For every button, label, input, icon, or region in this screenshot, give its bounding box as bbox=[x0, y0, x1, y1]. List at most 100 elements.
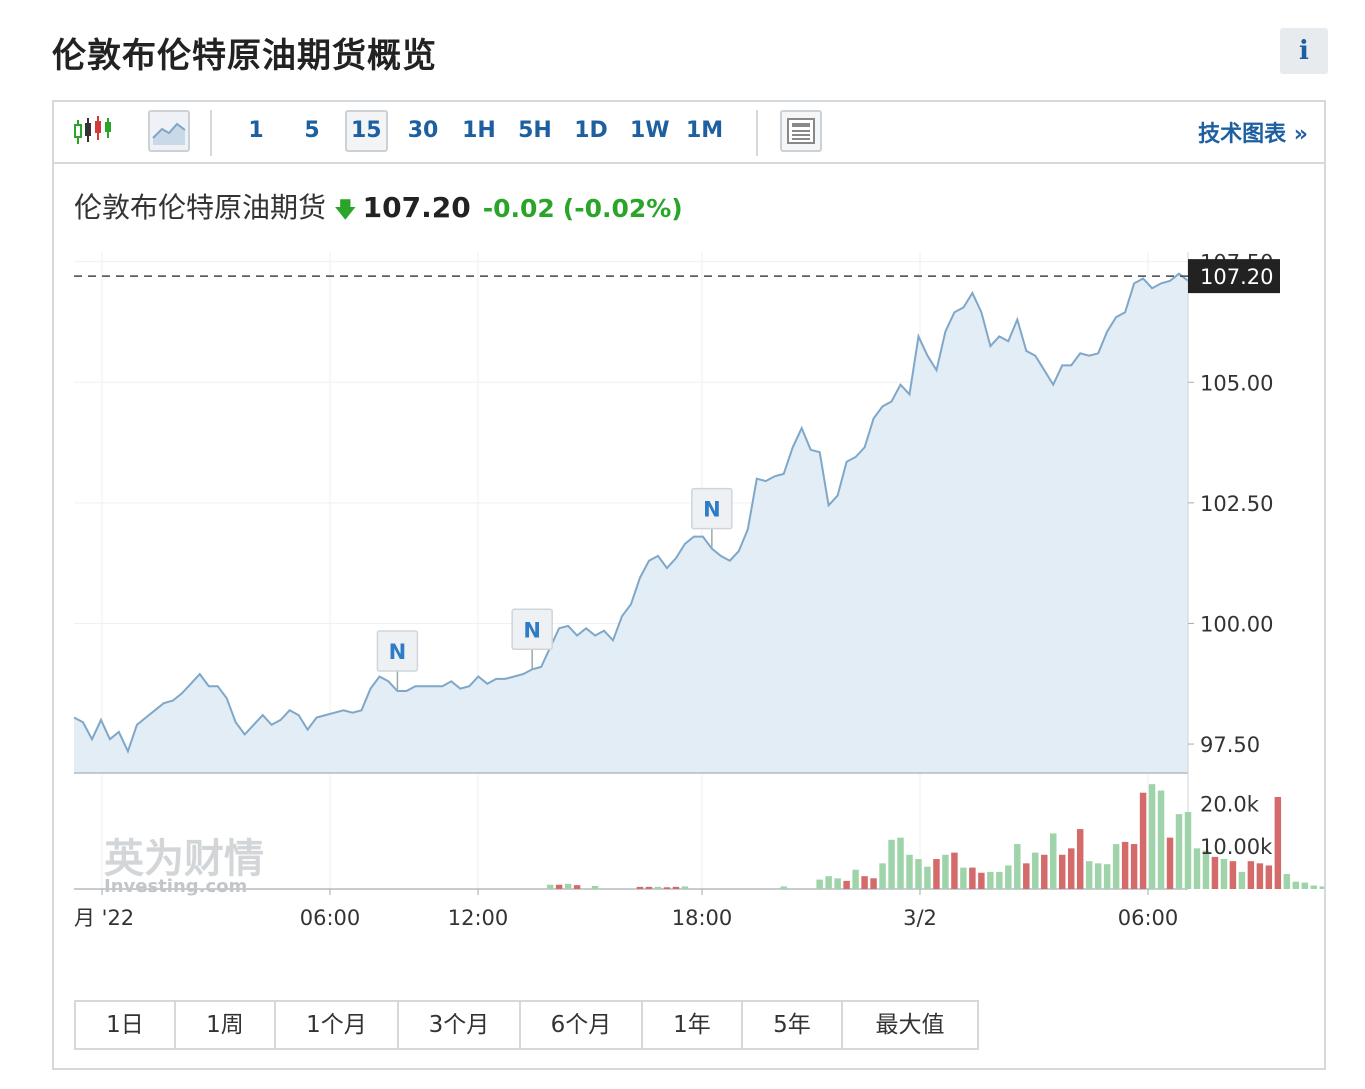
timeframe-30[interactable]: 30 bbox=[407, 118, 439, 143]
price-change-percent: (-0.02%) bbox=[562, 194, 683, 223]
range-max-button[interactable]: 最大值 bbox=[875, 1012, 945, 1038]
timeframe-1h[interactable]: 1H bbox=[462, 118, 496, 143]
volume-bar bbox=[924, 866, 931, 889]
volume-bar bbox=[591, 886, 599, 889]
news-marker-icon bbox=[376, 630, 419, 672]
volume-bar bbox=[654, 886, 662, 889]
volume-bar bbox=[1319, 886, 1324, 889]
volume-bar bbox=[933, 859, 940, 889]
volume-bar bbox=[681, 886, 689, 889]
volume-bar bbox=[1032, 852, 1039, 889]
volume-bar bbox=[915, 859, 922, 889]
info-button[interactable]: i bbox=[1280, 28, 1328, 74]
price-area bbox=[74, 273, 1188, 773]
range-5y-button[interactable]: 5年 bbox=[743, 1002, 843, 1048]
volume-bar bbox=[906, 854, 913, 889]
volume-bar bbox=[780, 886, 787, 889]
news-marker-icon bbox=[691, 487, 733, 530]
volume-bar bbox=[1301, 882, 1309, 889]
timeframe-1[interactable]: 1 bbox=[248, 118, 264, 143]
last-price: 107.20 bbox=[362, 191, 471, 224]
volume-bar bbox=[969, 867, 976, 889]
timeframe-5[interactable]: 5 bbox=[304, 118, 320, 143]
chart-toolbar: 1 5 15 30 1H 5H 1D 1W 1M 技术图表 » bbox=[54, 102, 1324, 164]
volume-bar bbox=[843, 880, 850, 889]
timeframe-1w[interactable]: 1W bbox=[630, 118, 670, 143]
watermark-logo-en: Investing.com bbox=[104, 876, 247, 897]
area-chart-icon[interactable] bbox=[148, 110, 190, 152]
volume-bar bbox=[996, 871, 1003, 889]
volume-bar bbox=[1220, 859, 1228, 889]
x-tick-label: 月 '22 bbox=[74, 906, 134, 930]
last-price-badge bbox=[1188, 259, 1280, 294]
volume-bar bbox=[888, 839, 895, 889]
timeframe-5h[interactable]: 5H bbox=[518, 118, 552, 143]
volume-bar bbox=[1050, 833, 1057, 889]
timeframe-1d[interactable]: 1D bbox=[574, 118, 608, 143]
volume-bar bbox=[1283, 874, 1291, 889]
volume-bar bbox=[1076, 829, 1084, 889]
volume-bar bbox=[951, 852, 958, 889]
volume-bar bbox=[1184, 811, 1192, 889]
volume-bar bbox=[1310, 885, 1318, 889]
quote-header: 伦敦布伦特原油期货 🡇 107.20 -0.02 (-0.02%) bbox=[74, 186, 683, 231]
range-selector: 1日 1周 1个月 3个月 6个月 1年 5年 最大值 bbox=[74, 1000, 979, 1050]
volume-bar bbox=[825, 876, 832, 889]
range-1w-button[interactable]: 1周 bbox=[176, 1002, 276, 1048]
candlestick-chart-icon[interactable] bbox=[72, 110, 114, 152]
range-6m-button[interactable]: 6个月 bbox=[521, 1002, 643, 1048]
watermark-logo-cn: 英为财情 bbox=[104, 836, 264, 882]
y-tick-label: 105.00 bbox=[1200, 371, 1273, 395]
volume-bar bbox=[960, 867, 967, 889]
range-1y-button[interactable]: 1年 bbox=[643, 1002, 743, 1048]
volume-bar bbox=[1148, 784, 1156, 889]
range-1d-button[interactable]: 1日 bbox=[76, 1002, 176, 1048]
price-change: -0.02 bbox=[482, 194, 555, 223]
volume-bar bbox=[1005, 865, 1012, 889]
news-marker-label: N bbox=[703, 498, 721, 522]
y-tick-label: 102.50 bbox=[1200, 492, 1273, 516]
timeframe-1m[interactable]: 1M bbox=[686, 118, 724, 143]
toolbar-divider bbox=[210, 110, 212, 156]
volume-bar bbox=[1121, 841, 1129, 889]
volume-bar bbox=[987, 871, 994, 889]
volume-bar bbox=[1067, 848, 1075, 889]
volume-bar bbox=[1292, 881, 1300, 889]
volume-tick-label: 20.0k bbox=[1200, 792, 1260, 816]
volume-bar bbox=[1023, 863, 1030, 889]
news-toggle-icon[interactable] bbox=[780, 110, 822, 152]
timeframe-15[interactable]: 15 bbox=[345, 110, 388, 152]
chart-canvas: 107.50105.00102.50100.0097.50107.20NNN英为… bbox=[73, 251, 1324, 930]
volume-bar bbox=[1157, 790, 1165, 889]
volume-tick-label: 10.00k bbox=[1200, 835, 1273, 859]
volume-bar bbox=[879, 863, 886, 889]
x-tick-label: 3/2 bbox=[903, 906, 937, 930]
technical-chart-link[interactable]: 技术图表 » bbox=[1198, 122, 1308, 147]
range-3m-button[interactable]: 3个月 bbox=[399, 1002, 521, 1048]
y-tick-label: 100.00 bbox=[1200, 612, 1273, 636]
volume-bar bbox=[978, 872, 985, 889]
page-title: 伦敦布伦特原油期货概览 bbox=[52, 36, 437, 76]
volume-bar bbox=[1274, 796, 1282, 889]
volume-bar bbox=[672, 886, 680, 889]
volume-bar bbox=[897, 837, 904, 889]
volume-bar bbox=[1130, 844, 1138, 889]
volume-bar bbox=[663, 887, 671, 889]
volume-bar bbox=[870, 878, 877, 889]
range-1m-button[interactable]: 1个月 bbox=[276, 1002, 399, 1048]
volume-bar bbox=[1166, 837, 1174, 889]
x-tick-label: 06:00 bbox=[300, 906, 361, 930]
volume-bar bbox=[573, 885, 581, 889]
volume-bar bbox=[816, 879, 823, 889]
price-line bbox=[73, 272, 1189, 754]
x-tick-label: 06:00 bbox=[1118, 906, 1179, 930]
volume-bar bbox=[1041, 854, 1048, 889]
toolbar-divider bbox=[756, 110, 758, 156]
volume-bar bbox=[852, 869, 859, 889]
instrument-name: 伦敦布伦特原油期货 bbox=[74, 191, 327, 224]
news-marker-label: N bbox=[523, 618, 541, 642]
volume-bar bbox=[1014, 844, 1021, 889]
volume-bar bbox=[1139, 792, 1147, 889]
news-marker-label: N bbox=[389, 640, 407, 664]
volume-bar bbox=[1085, 861, 1093, 889]
